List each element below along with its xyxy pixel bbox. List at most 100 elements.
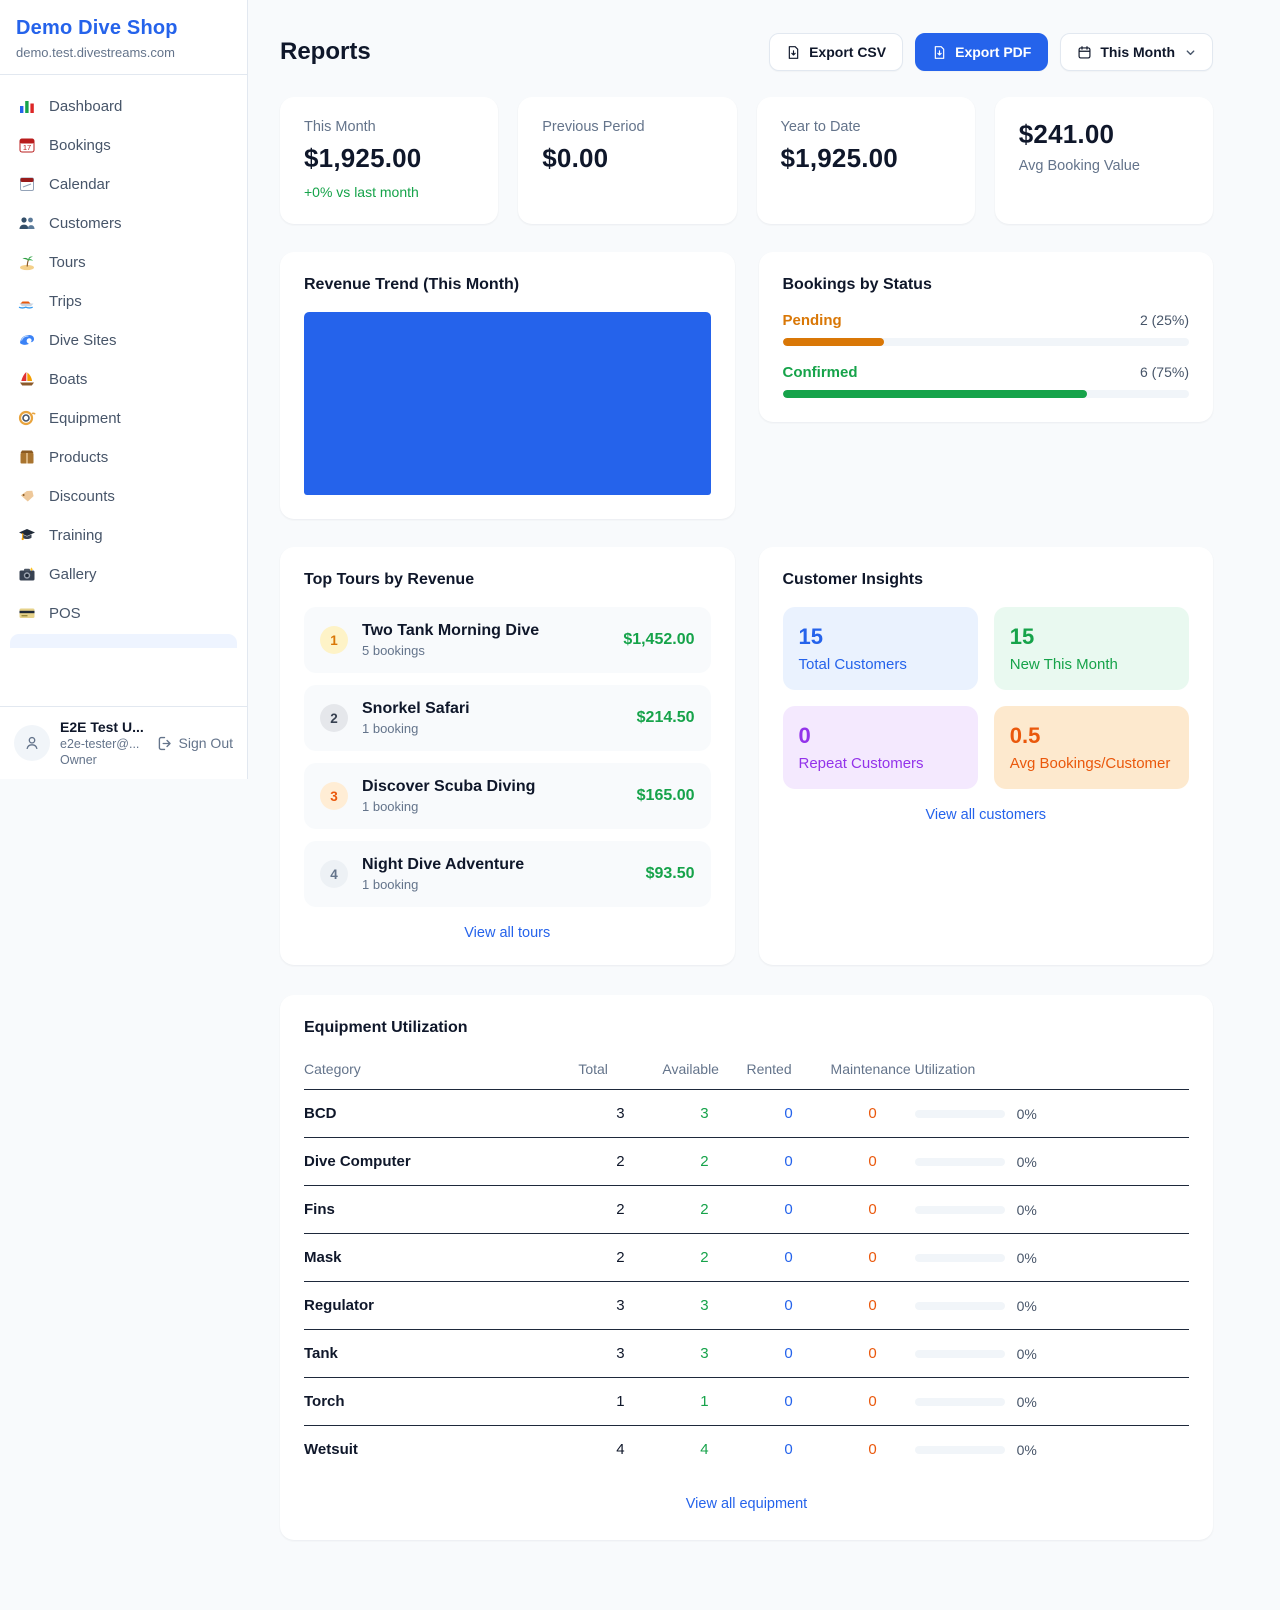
cell-total: 2 [578,1185,663,1234]
sidebar-item-calendar[interactable]: Calendar [8,165,239,203]
shop-domain: demo.test.divestreams.com [16,45,175,60]
cell-maintenance: 0 [830,1089,915,1138]
cell-category: Torch [304,1377,579,1426]
utilization-track [914,1445,1005,1454]
tour-list-item: 1 Two Tank Morning Dive 5 bookings $1,452… [304,607,711,673]
cell-category: Fins [304,1185,579,1234]
sidebar-item-discounts[interactable]: Discounts [8,477,239,515]
sign-out-button[interactable]: Sign Out [156,735,233,752]
rank-badge: 4 [320,860,348,888]
cell-category: Regulator [304,1281,579,1330]
utilization-percent: 0% [1016,1297,1037,1314]
main-content: Reports Export CSV Export PDF This Month [248,0,1280,1580]
speedboat-icon [18,292,36,310]
cell-category: Tank [304,1329,579,1378]
cell-rented: 0 [746,1233,831,1282]
equipment-table: Category Total Available Rented Maintena… [304,1051,1189,1474]
sidebar-item-dashboard[interactable]: Dashboard [8,87,239,125]
sidebar-item-customers[interactable]: Customers [8,204,239,242]
sidebar-nav: Dashboard 17 Bookings Calendar Customers… [0,75,247,706]
price-tag-icon [18,487,36,505]
cell-rented: 0 [746,1377,831,1426]
cell-available: 2 [662,1233,747,1282]
export-pdf-button[interactable]: Export PDF [915,33,1049,71]
tile-label: New This Month [1009,656,1118,673]
user-name: E2E Test U... [60,719,144,735]
view-all-customers-link[interactable]: View all customers [925,807,1047,823]
sidebar-item-training[interactable]: Training [8,516,239,554]
period-dropdown[interactable]: This Month [1060,33,1213,71]
sidebar-item-label: Trips [49,292,82,310]
sidebar: Demo Dive Shop demo.test.divestreams.com… [0,0,248,779]
sidebar-item-label: Equipment [49,409,121,427]
utilization-track [914,1157,1005,1166]
file-download-icon [788,45,799,59]
export-csv-button[interactable]: Export CSV [769,33,904,71]
tour-bookings: 5 bookings [362,643,425,658]
utilization-cell: 0% [914,1201,1189,1218]
status-count: 6 (75%) [1139,364,1189,380]
view-all-equipment-link[interactable]: View all equipment [685,1495,808,1512]
column-header: Category [304,1051,579,1090]
table-row: Wetsuit 4 4 0 0 0% [304,1426,1189,1474]
sidebar-item-trips[interactable]: Trips [8,282,239,320]
sidebar-user-section: E2E Test U... e2e-tester@... Owner Sign … [0,706,247,779]
tour-bookings: 1 booking [362,721,419,736]
tile-value: 0.5 [1009,723,1041,748]
stat-card-previous-period: Previous Period $0.00 [518,97,737,224]
customer-insights-title: Customer Insights [782,571,923,588]
sailboat-icon [18,370,36,388]
tour-revenue: $214.50 [636,709,695,726]
sidebar-item-dive-sites[interactable]: Dive Sites [8,321,239,359]
tear-calendar-icon [18,175,36,193]
sidebar-item-products[interactable]: Products [8,438,239,476]
column-header: Available [662,1051,747,1090]
utilization-track [914,1253,1005,1262]
package-icon [18,448,36,466]
utilization-cell: 0% [914,1442,1189,1458]
tile-label: Repeat Customers [798,755,924,772]
charts-row: Revenue Trend (This Month) Bookings by S… [280,252,1213,519]
sign-out-label: Sign Out [178,735,233,751]
lists-row: Top Tours by Revenue 1 Two Tank Morning … [280,547,1213,965]
utilization-percent: 0% [1016,1201,1037,1218]
cell-available: 2 [662,1185,747,1234]
stat-cards: This Month $1,925.00 +0% vs last month P… [280,97,1213,224]
cell-maintenance: 0 [830,1185,915,1234]
sidebar-item-equipment[interactable]: Equipment [8,399,239,437]
column-header: Maintenance [830,1051,915,1090]
progress-fill-confirmed [782,390,1088,398]
tile-total-customers: 15 Total Customers [782,607,978,690]
table-row: Mask 2 2 0 0 0% [304,1233,1189,1282]
sidebar-item-boats[interactable]: Boats [8,360,239,398]
cell-rented: 0 [746,1185,831,1234]
sidebar-item-reports-partial[interactable] [10,634,237,648]
revenue-trend-card: Revenue Trend (This Month) [280,252,735,519]
chevron-down-icon [1186,49,1195,55]
sidebar-item-tours[interactable]: Tours [8,243,239,281]
tour-name: Snorkel Safari [362,700,470,717]
cell-available: 4 [700,1441,709,1459]
status-row-confirmed: Confirmed 6 (75%) [782,364,1189,398]
sidebar-item-bookings[interactable]: 17 Bookings [8,126,239,164]
table-row: BCD 3 3 0 0 0% [304,1089,1189,1138]
sidebar-item-pos[interactable]: POS [8,594,239,632]
sidebar-item-gallery[interactable]: Gallery [8,555,239,593]
sign-out-icon [158,736,171,750]
view-all-tours-link[interactable]: View all tours [464,925,551,941]
stat-label: Year to Date [780,119,861,135]
cell-category: Mask [304,1233,579,1282]
tour-name: Two Tank Morning Dive [362,622,540,639]
cell-available: 3 [662,1329,747,1378]
utilization-percent: 0% [1016,1249,1037,1266]
tour-name: Discover Scuba Diving [362,778,536,795]
stat-card-avg-booking-value: $241.00 Avg Booking Value [994,97,1213,224]
tile-value: 15 [798,624,823,649]
sidebar-item-label: Discounts [49,487,115,505]
status-label: Pending [782,312,842,329]
stat-value: $1,925.00 [780,143,898,173]
cell-available: 2 [662,1137,747,1186]
column-header: Total [578,1051,663,1090]
period-label: This Month [1100,44,1175,60]
